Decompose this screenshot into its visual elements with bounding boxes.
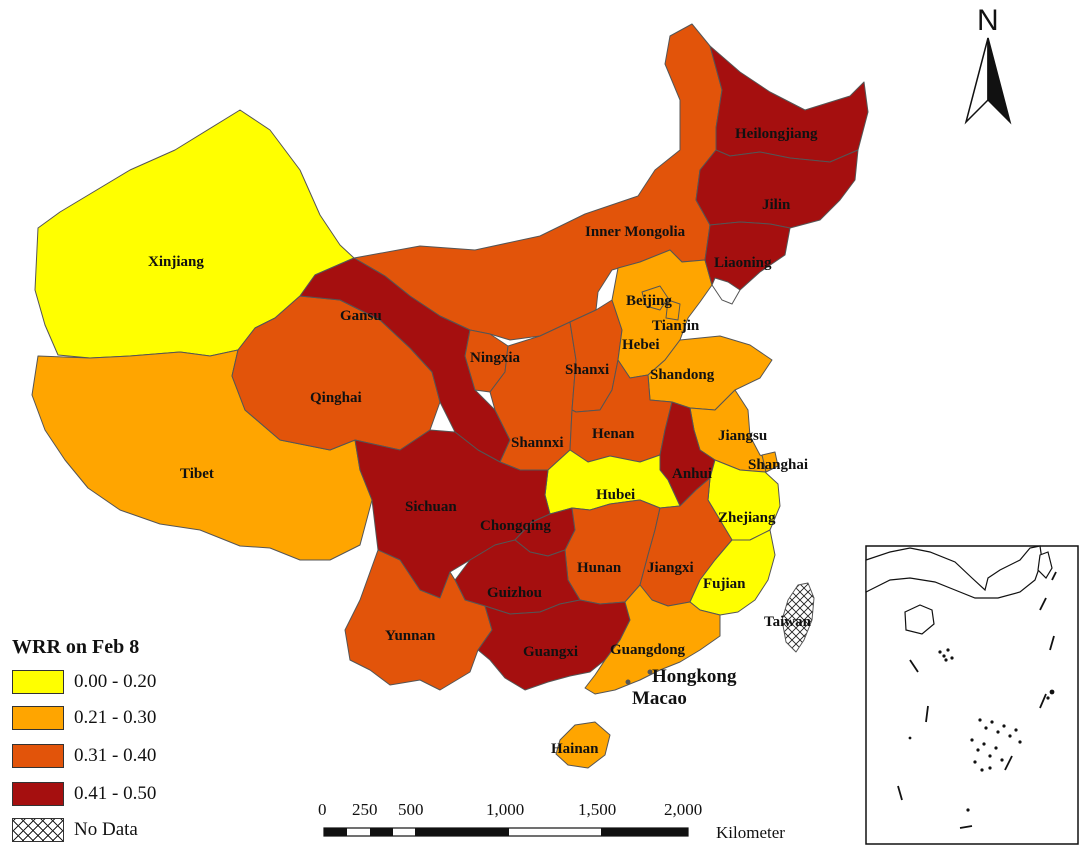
- label-tianjin: Tianjin: [652, 318, 700, 334]
- province-beijing[interactable]: [641, 285, 669, 311]
- south-china-sea-inset: [865, 545, 1079, 845]
- label-hunan: Hunan: [577, 560, 622, 576]
- province-shanghai[interactable]: [761, 451, 779, 473]
- label-ningxia: Ningxia: [470, 350, 521, 366]
- label-hainan: Hainan: [551, 741, 599, 757]
- label-jiangsu: Jiangsu: [718, 428, 767, 444]
- scale-bar: 0 250 500 1,000 1,500 2,000 Kilometer: [318, 800, 785, 842]
- label-guizhou: Guizhou: [487, 585, 542, 601]
- label-shanghai: Shanghai: [748, 457, 808, 473]
- bohai-coast: [711, 284, 741, 305]
- label-hubei: Hubei: [596, 487, 635, 503]
- inset-islands: [908, 648, 1055, 812]
- legend-swatch: [12, 670, 64, 694]
- label-hongkong: Hongkong: [652, 666, 737, 687]
- legend-title: WRR on Feb 8: [12, 636, 140, 658]
- legend-label: 0.00 - 0.20: [74, 671, 157, 692]
- legend-swatch: [12, 706, 64, 730]
- scale-tick-0: 0: [318, 800, 327, 819]
- label-beijing: Beijing: [626, 293, 672, 309]
- label-jilin: Jilin: [762, 197, 791, 213]
- label-xinjiang: Xinjiang: [148, 254, 204, 270]
- svg-text:N: N: [977, 4, 999, 37]
- legend-label: No Data: [74, 819, 138, 840]
- inset-mainland-coast: [865, 545, 1043, 599]
- legend-swatch: [12, 782, 64, 806]
- label-taiwan: Taiwan: [764, 614, 812, 630]
- province-hainan[interactable]: [555, 721, 611, 769]
- province-tianjin[interactable]: [665, 299, 681, 321]
- label-jiangxi: Jiangxi: [647, 560, 694, 576]
- label-inner-mongolia: Inner Mongolia: [585, 224, 686, 240]
- province-jilin[interactable]: [695, 149, 859, 229]
- label-chongqing: Chongqing: [480, 518, 551, 534]
- label-shandong: Shandong: [650, 367, 715, 383]
- label-guangdong: Guangdong: [610, 642, 686, 658]
- north-arrow-icon: N: [964, 4, 1012, 125]
- province-yunnan[interactable]: [344, 549, 493, 691]
- province-tibet[interactable]: [31, 349, 373, 561]
- province-taiwan[interactable]: [781, 582, 815, 653]
- province-liaoning[interactable]: [704, 221, 791, 291]
- legend-label: 0.31 - 0.40: [74, 745, 157, 766]
- label-tibet: Tibet: [180, 466, 214, 482]
- legend-label: 0.41 - 0.50: [74, 783, 157, 804]
- scale-tick-1500: 1,500: [578, 800, 616, 819]
- legend-label: 0.21 - 0.30: [74, 707, 157, 728]
- label-zhejiang: Zhejiang: [718, 510, 776, 526]
- legend-swatch: [12, 744, 64, 768]
- label-guangxi: Guangxi: [523, 644, 578, 660]
- macao-marker: [625, 679, 631, 685]
- label-gansu: Gansu: [340, 308, 382, 324]
- province-labels: Xinjiang Tibet Qinghai Gansu Inner Mongolia H…: [148, 126, 818, 757]
- label-shannxi: Shannxi: [511, 435, 564, 451]
- inset-taiwan: [1037, 551, 1053, 579]
- inset-hainan: [904, 604, 935, 635]
- hongkong-marker: [647, 669, 653, 675]
- legend-swatch-no-data: [12, 818, 64, 842]
- province-heilongjiang[interactable]: [709, 45, 869, 163]
- scale-tick-250: 250: [352, 800, 378, 819]
- province-guangdong[interactable]: [584, 584, 721, 695]
- scale-tick-2000: 2,000: [664, 800, 702, 819]
- scale-unit: Kilometer: [716, 823, 785, 842]
- scale-tick-500: 500: [398, 800, 424, 819]
- label-sichuan: Sichuan: [405, 499, 457, 515]
- label-anhui: Anhui: [672, 466, 712, 482]
- label-fujian: Fujian: [703, 576, 746, 592]
- inset-nine-dash-line: [897, 571, 1057, 829]
- label-henan: Henan: [592, 426, 635, 442]
- label-hebei: Hebei: [622, 337, 660, 353]
- province-fujian[interactable]: [689, 529, 776, 616]
- label-yunnan: Yunnan: [385, 628, 436, 644]
- label-shanxi: Shanxi: [565, 362, 609, 378]
- label-qinghai: Qinghai: [310, 390, 362, 406]
- province-layer: [31, 23, 869, 769]
- label-macao: Macao: [632, 688, 687, 709]
- label-liaoning: Liaoning: [714, 255, 772, 271]
- label-heilongjiang: Heilongjiang: [735, 126, 818, 142]
- scale-tick-1000: 1,000: [486, 800, 524, 819]
